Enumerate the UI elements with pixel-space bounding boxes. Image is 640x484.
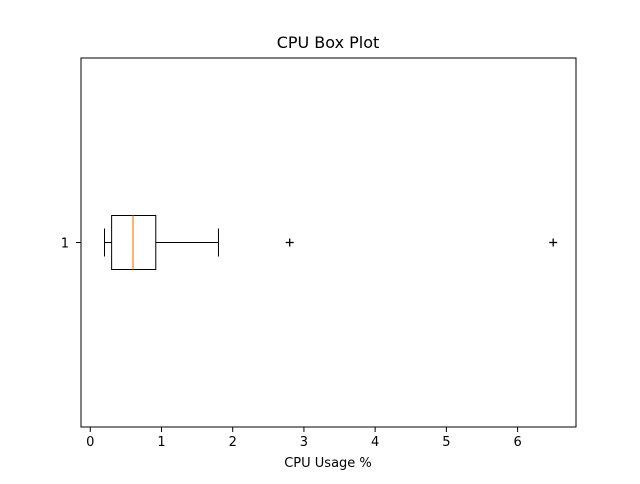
x-tick-label: 5 [442,435,450,450]
plot-area-frame [80,57,577,428]
interquartile-box [111,215,157,270]
x-tick-label: 2 [229,435,237,450]
y-axis-ticks: 1 [61,237,81,252]
x-tick-label: 1 [157,435,165,450]
box-plot-series [104,215,558,270]
x-tick-label: 4 [371,435,379,450]
x-tick-label: 3 [300,435,308,450]
y-tick-label: 1 [61,237,69,252]
x-tick-label: 6 [513,435,521,450]
x-tick-label: 0 [86,435,94,450]
outlier-point [549,238,558,247]
outlier-point [285,238,294,247]
x-axis-label: CPU Usage % [284,456,372,471]
chart-title: CPU Box Plot [277,33,380,52]
x-axis-ticks: 0 1 2 3 4 5 6 [86,427,522,450]
